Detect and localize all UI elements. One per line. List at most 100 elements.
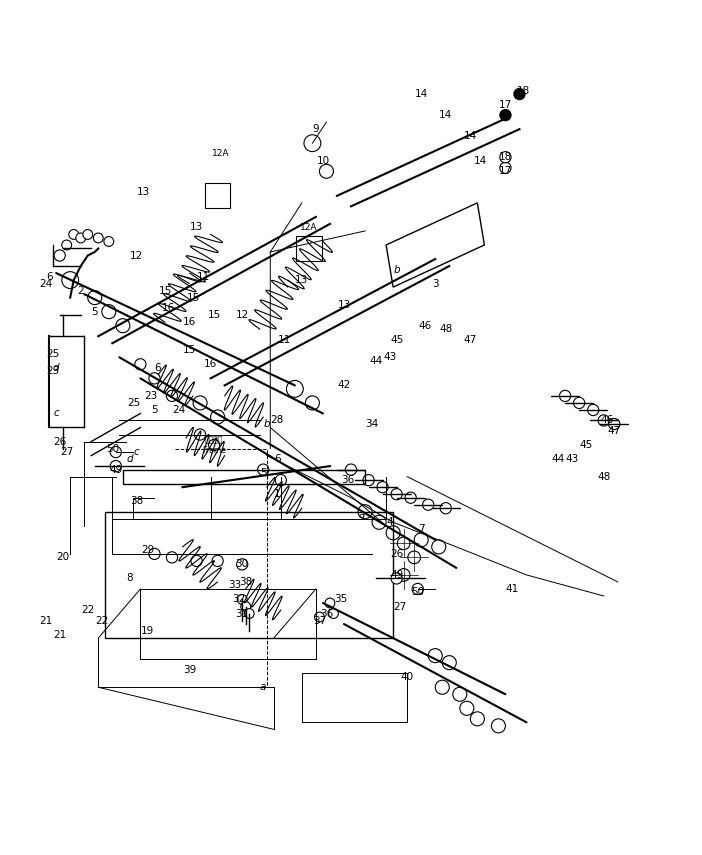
Text: 38: 38 <box>239 577 252 587</box>
Text: 6: 6 <box>46 272 53 281</box>
Circle shape <box>319 164 333 179</box>
Text: 11: 11 <box>197 272 210 281</box>
Text: 22: 22 <box>81 605 94 615</box>
Circle shape <box>470 712 484 726</box>
Text: 22: 22 <box>95 616 108 626</box>
Text: 41: 41 <box>506 584 519 594</box>
Text: 5: 5 <box>260 469 267 478</box>
Text: 38: 38 <box>131 496 143 506</box>
Circle shape <box>412 583 423 594</box>
Text: 44: 44 <box>552 454 564 464</box>
Circle shape <box>500 162 511 174</box>
Circle shape <box>377 481 388 492</box>
Text: 12: 12 <box>131 251 143 261</box>
Text: 43: 43 <box>383 352 396 363</box>
Text: 11: 11 <box>278 335 291 345</box>
Circle shape <box>386 526 400 540</box>
Circle shape <box>405 492 416 504</box>
Text: 14: 14 <box>415 89 428 99</box>
Text: 35: 35 <box>334 594 347 604</box>
Text: 33: 33 <box>229 581 241 591</box>
Text: 25: 25 <box>127 398 140 408</box>
Text: 3: 3 <box>432 279 439 289</box>
Circle shape <box>62 272 79 288</box>
Text: 44: 44 <box>369 356 382 366</box>
Text: 6: 6 <box>154 363 161 373</box>
Circle shape <box>241 602 251 611</box>
Circle shape <box>212 555 223 567</box>
Text: 32: 32 <box>232 594 245 604</box>
Text: 26: 26 <box>390 549 403 559</box>
Text: 19: 19 <box>141 626 154 636</box>
Text: 34: 34 <box>366 419 378 429</box>
Circle shape <box>211 410 225 424</box>
Text: 13: 13 <box>138 187 150 198</box>
Circle shape <box>258 464 269 475</box>
Text: 14: 14 <box>475 156 487 166</box>
Text: 21: 21 <box>53 629 66 640</box>
Text: 12A: 12A <box>213 150 230 158</box>
Text: 42: 42 <box>338 380 350 391</box>
Text: 4: 4 <box>386 517 393 528</box>
Text: 13: 13 <box>338 299 350 310</box>
Text: 27: 27 <box>394 602 406 611</box>
Circle shape <box>408 551 420 563</box>
Text: 24: 24 <box>173 405 185 415</box>
Circle shape <box>275 475 286 486</box>
Circle shape <box>135 359 146 370</box>
Text: 36: 36 <box>341 475 354 485</box>
Circle shape <box>358 504 372 519</box>
Text: 13: 13 <box>296 275 308 285</box>
Circle shape <box>345 464 357 475</box>
Text: 15: 15 <box>187 292 199 303</box>
Circle shape <box>428 649 442 663</box>
Text: c: c <box>53 409 59 418</box>
Text: 29: 29 <box>141 545 154 556</box>
Text: c: c <box>134 447 140 457</box>
Text: 43: 43 <box>566 454 578 464</box>
Text: 5: 5 <box>151 405 158 415</box>
Text: フレーム
Frame: フレーム Frame <box>202 435 226 455</box>
Circle shape <box>588 404 599 416</box>
Circle shape <box>166 551 178 563</box>
Circle shape <box>414 533 428 547</box>
Circle shape <box>88 291 102 304</box>
Circle shape <box>314 612 324 622</box>
Text: 23: 23 <box>46 366 59 376</box>
Circle shape <box>329 609 338 618</box>
Circle shape <box>194 429 206 440</box>
Circle shape <box>69 229 79 239</box>
Circle shape <box>397 569 410 581</box>
Text: 24: 24 <box>39 279 52 289</box>
Text: 47: 47 <box>608 426 621 436</box>
Circle shape <box>440 503 451 514</box>
Circle shape <box>76 233 86 243</box>
Text: d: d <box>53 363 60 373</box>
Circle shape <box>372 516 386 529</box>
Text: 17: 17 <box>499 166 512 176</box>
Circle shape <box>102 304 116 319</box>
Text: 14: 14 <box>439 110 452 120</box>
Circle shape <box>391 488 402 500</box>
Circle shape <box>442 656 456 669</box>
Circle shape <box>363 475 374 486</box>
Text: b: b <box>393 264 400 274</box>
Text: 45: 45 <box>390 335 403 345</box>
Text: 39: 39 <box>183 664 196 675</box>
Text: 5: 5 <box>91 307 98 316</box>
Circle shape <box>149 548 160 559</box>
Text: 13: 13 <box>190 222 203 233</box>
Text: 2: 2 <box>77 286 84 296</box>
Text: 47: 47 <box>464 335 477 345</box>
Text: 28: 28 <box>271 416 284 426</box>
Text: 6: 6 <box>274 454 281 464</box>
Circle shape <box>149 373 160 384</box>
Circle shape <box>208 439 220 451</box>
Text: 1: 1 <box>274 489 281 499</box>
Text: 21: 21 <box>39 616 52 626</box>
Text: 25: 25 <box>46 349 59 359</box>
Text: 48: 48 <box>597 472 610 481</box>
Circle shape <box>460 701 474 716</box>
Text: 9: 9 <box>312 124 319 134</box>
Circle shape <box>286 380 303 398</box>
